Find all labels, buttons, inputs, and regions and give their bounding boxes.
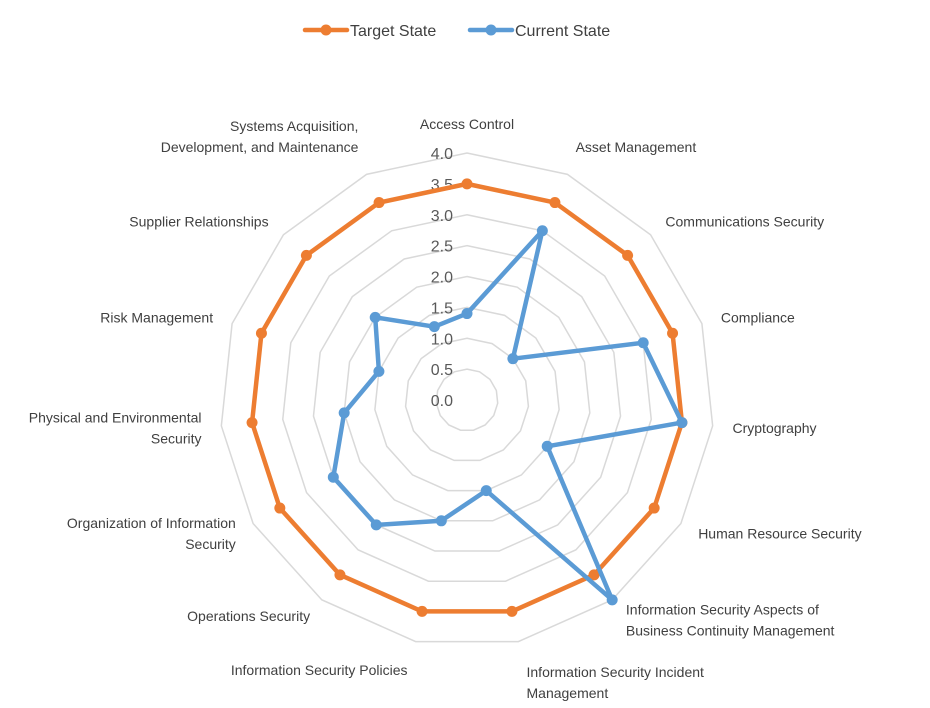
data-point [461,178,473,190]
data-point [637,337,649,349]
category-labels: Access Control Asset Management Communicat… [29,116,862,701]
data-point [370,519,382,531]
data-point [300,249,312,261]
tick-label: 4.0 [431,146,453,163]
data-point [676,417,688,429]
data-point [373,197,385,209]
legend-label: Current State [515,23,610,40]
category-label: Communications Security [665,213,824,229]
data-point [541,440,553,452]
series-line [249,181,685,614]
tick-label: 2.0 [431,270,453,287]
category-label: Information Security Incident Management [527,664,705,701]
category-label: Physical and Environmental Security [29,409,202,446]
data-point [373,365,385,377]
category-label: Information Security Policies [231,662,408,678]
tick-label: 1.0 [431,331,453,348]
grid-ring-6 [281,213,653,582]
category-label: Supplier Relationships [129,213,268,229]
grid-ring-3 [374,306,560,492]
category-label: Access Control [420,116,514,132]
data-point [461,308,473,320]
tick-label: 2.5 [431,239,453,256]
category-label: Information Security Aspects of Business … [626,602,835,639]
category-label: Asset Management [576,139,697,155]
category-label: Organization of Information Security [67,515,236,552]
series-line [331,228,685,603]
tick-label: 3.0 [431,208,453,225]
chart-legend: Target State Current State [302,23,610,40]
radar-series [246,178,688,617]
data-point [606,594,618,606]
data-point [274,502,286,514]
grid-ring-4 [343,275,591,522]
tick-label: 1.5 [431,300,453,317]
data-point [327,471,339,483]
data-point [428,321,440,333]
legend-label: Target State [350,23,436,40]
legend-marker [485,24,497,36]
tick-label: 0.5 [431,362,453,379]
data-point [416,605,428,617]
grid-ring-1 [435,368,499,431]
radar-grid [220,152,714,643]
tick-label: 0.0 [431,393,453,410]
category-label: Human Resource Security [698,526,861,542]
category-label: Compliance [721,310,795,326]
data-point [369,311,381,323]
data-point [549,197,561,209]
category-label: Operations Security [187,608,310,624]
category-label: Systems Acquisition, Development, and Mai… [161,118,359,155]
category-label: Risk Management [100,310,213,326]
data-point [255,327,267,339]
data-point [480,485,492,497]
data-point [338,407,350,419]
data-point [435,515,447,527]
data-point [334,569,346,581]
data-point [507,353,519,365]
legend-item-current-state: Current State [467,23,610,40]
data-point [246,417,258,429]
data-point [506,605,518,617]
data-point [667,327,679,339]
grid-ring-5 [312,244,622,552]
legend-marker [320,24,332,36]
radial-axis-ticks: 0.00.51.01.52.02.53.03.54.0 [431,146,453,410]
series-current-state [327,225,688,606]
legend-item-target-state: Target State [302,23,436,40]
grid-ring-2 [404,337,530,462]
data-point [648,502,660,514]
data-point [622,249,634,261]
grid-ring-8 [220,152,714,643]
data-point [536,225,548,237]
category-label: Cryptography [733,420,817,436]
data-point [588,569,600,581]
